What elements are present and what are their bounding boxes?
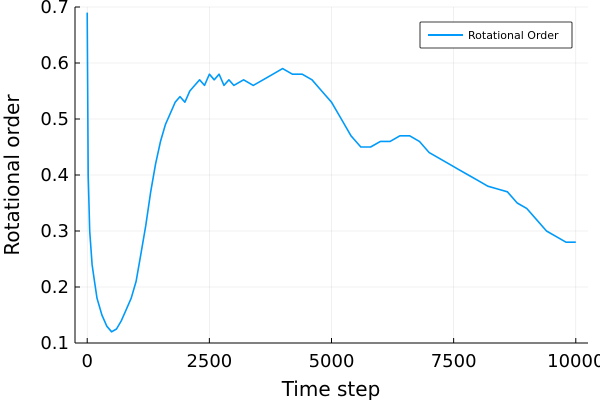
data-point <box>448 163 449 164</box>
data-point <box>136 281 137 282</box>
data-point <box>409 135 410 136</box>
data-point <box>88 174 89 175</box>
data-point <box>370 146 371 147</box>
data-point <box>101 314 102 315</box>
data-point <box>150 191 151 192</box>
data-point <box>272 74 273 75</box>
data-point <box>131 298 132 299</box>
x-axis-ticks: 0 2500 5000 7500 10000 <box>81 338 600 372</box>
y-tick-label: 0.5 <box>40 109 69 130</box>
data-point <box>468 174 469 175</box>
y-tick-label: 0.2 <box>40 277 69 298</box>
data-point <box>165 124 166 125</box>
data-point <box>87 12 88 13</box>
y-tick-label: 0.3 <box>40 221 69 242</box>
data-point <box>438 158 439 159</box>
data-point <box>292 74 293 75</box>
data-point <box>355 141 356 142</box>
data-point <box>390 141 391 142</box>
data-point <box>253 85 254 86</box>
y-tick-label: 0.7 <box>40 0 69 18</box>
data-point <box>282 68 283 69</box>
data-point <box>175 102 176 103</box>
data-point <box>546 230 547 231</box>
data-point <box>209 74 210 75</box>
data-point <box>487 186 488 187</box>
y-tick-label: 0.4 <box>40 165 69 186</box>
data-point <box>194 85 195 86</box>
data-point <box>228 79 229 80</box>
data-point <box>536 219 537 220</box>
x-tick-label: 0 <box>81 351 92 372</box>
data-point <box>380 141 381 142</box>
legend: Rotational Order <box>419 21 573 49</box>
data-point <box>263 79 264 80</box>
data-point <box>223 85 224 86</box>
data-point <box>302 74 303 75</box>
data-point <box>311 79 312 80</box>
x-axis-label: Time step <box>281 377 381 400</box>
x-tick-label: 7500 <box>431 351 477 372</box>
x-tick-label: 5000 <box>309 351 355 372</box>
data-point <box>507 191 508 192</box>
data-point <box>341 118 342 119</box>
data-point <box>184 102 185 103</box>
data-point <box>517 202 518 203</box>
y-axis-ticks: 0.1 0.2 0.3 0.4 0.5 0.6 0.7 <box>40 0 80 354</box>
y-tick-label: 0.1 <box>40 333 69 354</box>
series-line-rotational-order <box>86 12 576 333</box>
data-point <box>199 79 200 80</box>
data-point <box>458 169 459 170</box>
data-point <box>331 102 332 103</box>
data-point <box>204 85 205 86</box>
data-point <box>126 309 127 310</box>
data-point <box>179 96 180 97</box>
data-point <box>96 298 97 299</box>
data-point <box>429 152 430 153</box>
data-point <box>170 113 171 114</box>
data-point <box>155 163 156 164</box>
data-point <box>233 85 234 86</box>
data-point <box>89 230 90 231</box>
data-point <box>350 135 351 136</box>
x-tick-label: 10000 <box>547 351 600 372</box>
data-point <box>94 281 95 282</box>
legend-label-rotational-order: Rotational Order <box>468 29 559 42</box>
data-point <box>189 90 190 91</box>
legend-box <box>419 21 573 49</box>
data-point <box>360 146 361 147</box>
y-tick-label: 0.6 <box>40 53 69 74</box>
data-point <box>419 141 420 142</box>
data-point <box>214 79 215 80</box>
data-point <box>121 320 122 321</box>
x-tick-label: 2500 <box>186 351 232 372</box>
data-point <box>116 328 117 329</box>
data-point <box>145 225 146 226</box>
series-layer <box>86 12 576 333</box>
data-point <box>140 253 141 254</box>
data-point <box>497 188 498 189</box>
data-point <box>478 180 479 181</box>
data-point <box>219 74 220 75</box>
data-point <box>243 79 244 80</box>
data-point <box>399 135 400 136</box>
data-point <box>321 90 322 91</box>
data-point <box>526 208 527 209</box>
data-point <box>556 236 557 237</box>
data-point <box>106 326 107 327</box>
grid-lines <box>75 6 588 344</box>
y-axis-label: Rotational order <box>0 94 24 256</box>
data-point <box>92 264 93 265</box>
data-point <box>565 242 566 243</box>
data-point <box>111 331 112 332</box>
data-point <box>575 242 576 243</box>
data-point <box>160 141 161 142</box>
